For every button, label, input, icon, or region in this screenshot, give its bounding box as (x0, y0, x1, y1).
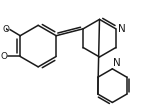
Text: O: O (0, 52, 7, 61)
Text: O: O (2, 25, 9, 34)
Text: N: N (113, 58, 121, 68)
Text: N: N (118, 24, 126, 34)
